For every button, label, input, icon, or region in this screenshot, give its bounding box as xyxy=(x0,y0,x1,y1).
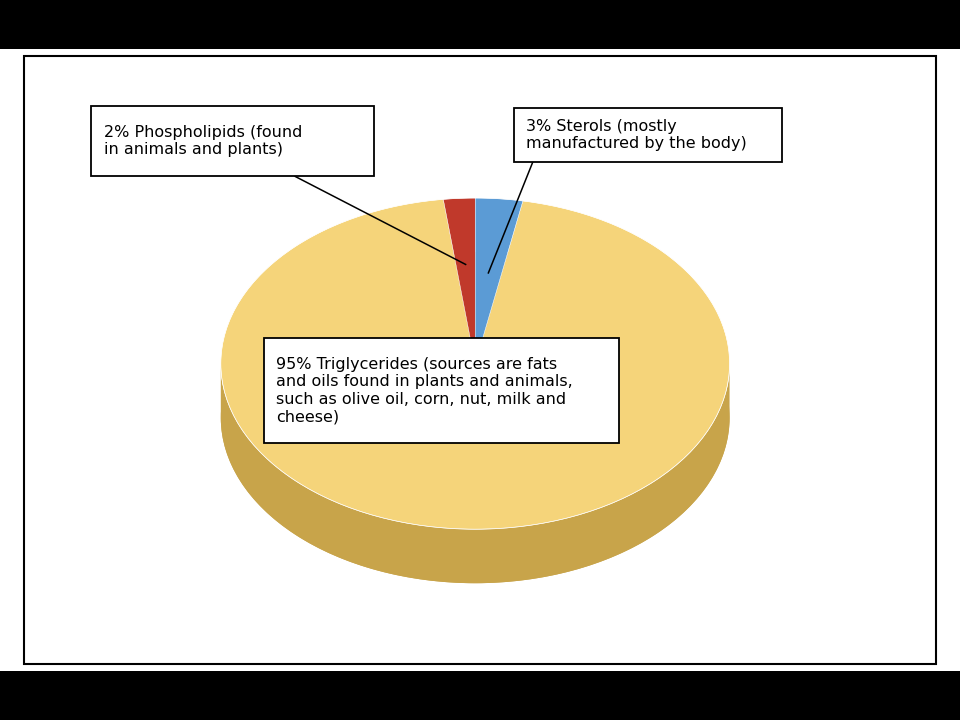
Polygon shape xyxy=(221,199,730,529)
Polygon shape xyxy=(444,198,475,364)
FancyBboxPatch shape xyxy=(0,49,960,671)
FancyBboxPatch shape xyxy=(91,106,374,176)
Bar xyxy=(24,56,936,664)
Polygon shape xyxy=(221,361,730,583)
Text: 95% Triglycerides (sources are fats
and oils found in plants and animals,
such a: 95% Triglycerides (sources are fats and … xyxy=(276,357,573,424)
Ellipse shape xyxy=(221,252,730,583)
Text: 2% Phospholipids (found
in animals and plants): 2% Phospholipids (found in animals and p… xyxy=(104,125,302,158)
Text: 3% Sterols (mostly
manufactured by the body): 3% Sterols (mostly manufactured by the b… xyxy=(526,119,747,151)
FancyBboxPatch shape xyxy=(514,108,782,162)
Polygon shape xyxy=(475,198,523,364)
FancyBboxPatch shape xyxy=(264,338,619,443)
